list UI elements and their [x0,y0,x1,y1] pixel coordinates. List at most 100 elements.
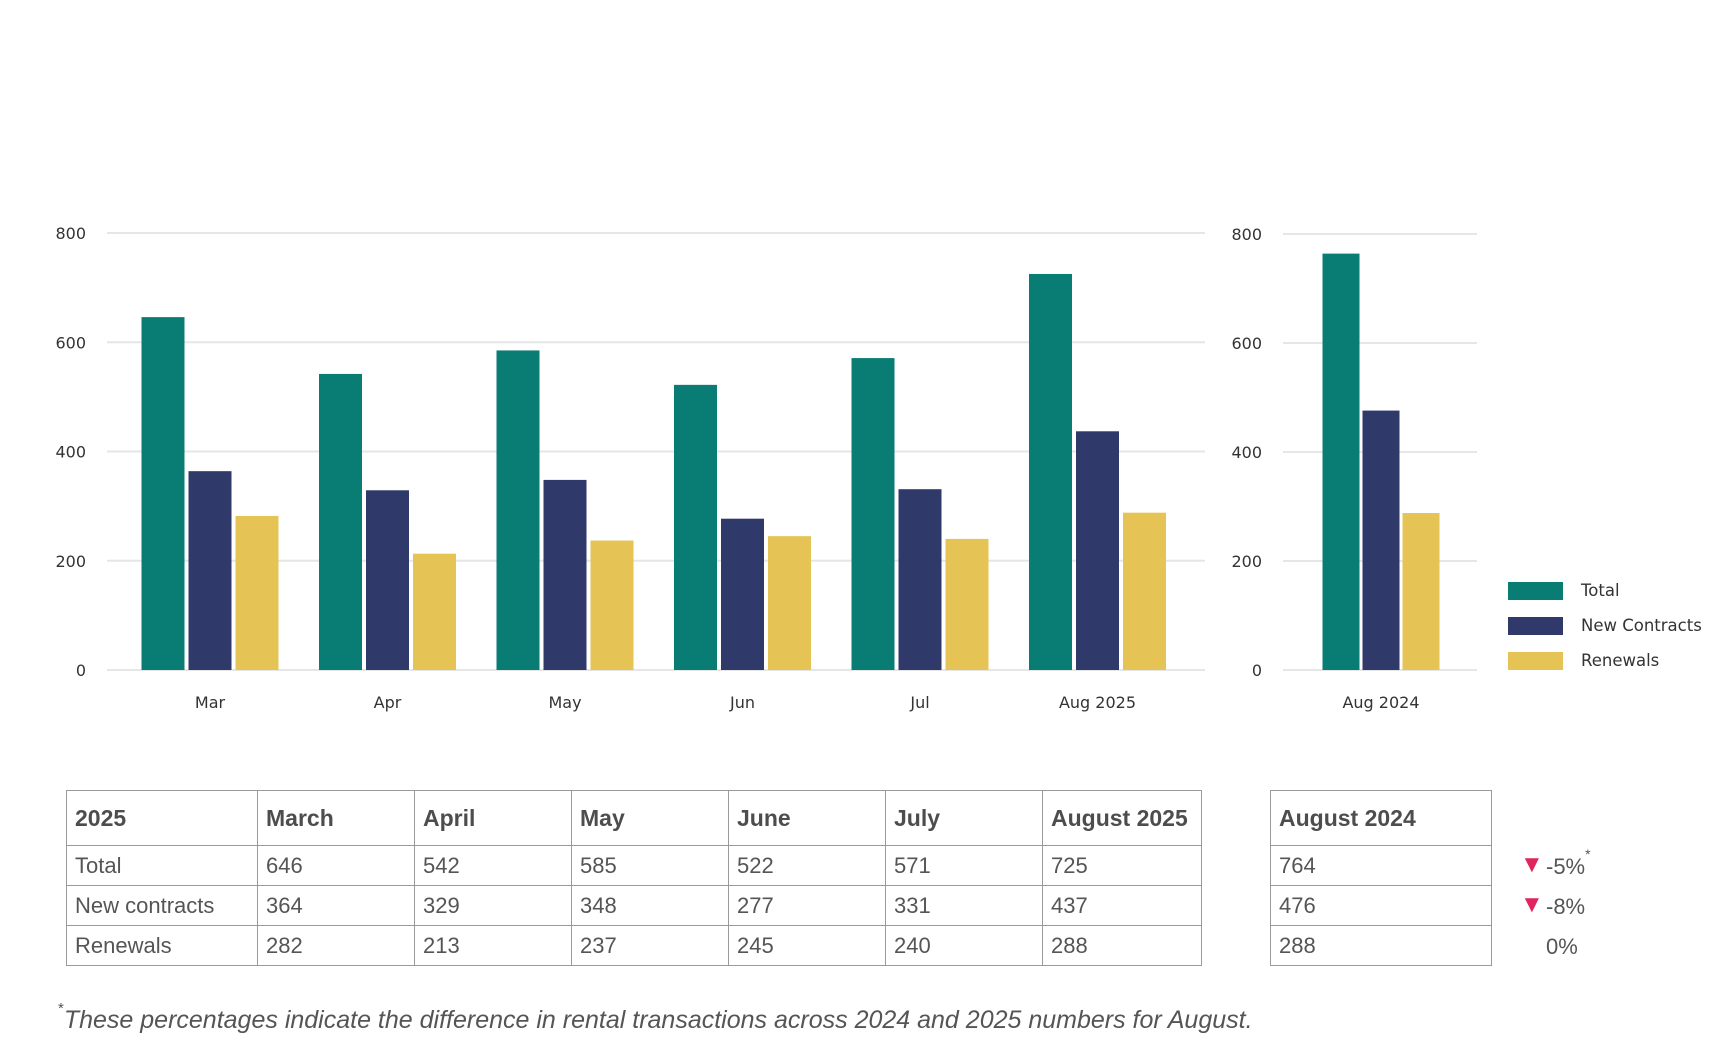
percentage-change-column: ▼ -5%* ▼ -8% 0% [1510,844,1630,964]
table-cell: 282 [257,925,415,966]
y-tick-label: 200 [1231,552,1262,571]
table-cell: 240 [885,925,1043,966]
bar-new-contracts [366,490,409,670]
bar-new-contracts [898,489,942,670]
header-may: May [571,790,729,846]
table-cell: 764 [1270,845,1492,886]
table-cell: 237 [571,925,729,966]
y-tick-label: 800 [55,224,86,243]
header-year: 2025 [66,790,258,846]
bar-renewals [945,538,989,670]
footnote: *These percentages indicate the differen… [58,1000,1678,1035]
change-value: 0% [1546,934,1578,959]
table-cell: 646 [257,845,415,886]
x-tick-label: Jul [909,693,929,712]
table-cell: 288 [1270,925,1492,966]
legend-label-total: Total [1581,581,1620,600]
bar-total [496,350,540,670]
header-june: June [728,790,886,846]
y-tick-label: 800 [1231,225,1262,244]
bar-total [674,384,717,670]
y-tick-label: 600 [55,333,86,352]
table-header-row: 2025 March April May June July August 20… [66,790,1202,846]
table-row: 476 [1270,885,1492,926]
change-new-contracts: ▼ -8% [1510,884,1630,924]
bar-total [141,317,185,670]
header-august-2025: August 2025 [1042,790,1202,846]
bar-new-contracts [543,479,587,670]
x-tick-label: Aug 2024 [1342,693,1419,712]
bar-renewals [235,515,279,670]
x-tick-label: Jun [729,693,755,712]
bar-total [1029,273,1072,670]
legend-label-new-contracts: New Contracts [1581,616,1702,635]
bar-total [319,373,362,670]
down-arrow-icon: ▼ [1520,851,1544,878]
bar-renewals [413,553,456,670]
monthly-data-table: 2025 March April May June July August 20… [66,790,1202,966]
row-label: Renewals [66,925,258,966]
table-cell: 542 [414,845,572,886]
legend-label-renewals: Renewals [1581,651,1660,670]
monthly-bar-chart: 0 200 400 600 800 Mar Apr May Jun Jul Aug 2025 [55,224,1205,712]
table-header-row: August 2024 [1270,790,1492,846]
table-cell: 288 [1042,925,1202,966]
bar-renewals [768,536,811,670]
footnote-marker: * [1585,846,1591,862]
bar-new-contracts [721,518,764,670]
table-cell: 522 [728,845,886,886]
table-cell: 364 [257,885,415,926]
bar-new-contracts [1076,431,1119,670]
change-renewals: 0% [1510,924,1630,964]
y-tick-label: 400 [1231,443,1262,462]
change-value: -5%* [1546,846,1591,879]
legend-swatch-new-contracts [1508,617,1563,635]
y-tick-label: 600 [1231,334,1262,353]
table-cell: 277 [728,885,886,926]
table-cell: 213 [414,925,572,966]
table-row: 764 [1270,845,1492,886]
y-tick-label: 400 [55,443,86,462]
change-total: ▼ -5%* [1510,844,1630,884]
y-tick-label: 0 [76,661,86,680]
down-arrow-icon: ▼ [1520,891,1544,918]
y-tick-label: 200 [55,552,86,571]
y-tick-label: 0 [1252,661,1262,680]
bar-renewals [1402,513,1440,670]
table-row: New contracts 364 329 348 277 331 437 [66,885,1202,926]
footnote-text: These percentages indicate the differenc… [63,1006,1253,1034]
table-cell: 348 [571,885,729,926]
bar-total [1322,253,1360,670]
table-cell: 585 [571,845,729,886]
bar-renewals [590,540,634,670]
change-value: -8% [1546,894,1586,919]
x-tick-label: Aug 2025 [1059,693,1136,712]
table-row: Renewals 282 213 237 245 240 288 [66,925,1202,966]
legend-swatch-renewals [1508,652,1563,670]
header-july: July [885,790,1043,846]
comparison-bar-chart: 0 200 400 600 800 Aug 2024 [1231,225,1477,712]
x-tick-label: Apr [374,693,402,712]
x-tick-label: Mar [195,693,226,712]
comparison-data-table: August 2024 764 476 288 [1270,790,1492,966]
bar-new-contracts [1362,410,1400,670]
table-cell: 329 [414,885,572,926]
table-row: Total 646 542 585 522 571 725 [66,845,1202,886]
header-april: April [414,790,572,846]
table-cell: 725 [1042,845,1202,886]
table-cell: 476 [1270,885,1492,926]
table-row: 288 [1270,925,1492,966]
bar-renewals [1123,512,1166,670]
header-august-2024: August 2024 [1270,790,1492,846]
legend-swatch-total [1508,582,1563,600]
row-label: New contracts [66,885,258,926]
bar-new-contracts [188,471,232,670]
table-cell: 331 [885,885,1043,926]
bar-total [851,358,895,670]
x-tick-label: May [548,693,581,712]
row-label: Total [66,845,258,886]
footnote-marker: * [58,1000,64,1017]
header-march: March [257,790,415,846]
table-cell: 437 [1042,885,1202,926]
table-cell: 245 [728,925,886,966]
